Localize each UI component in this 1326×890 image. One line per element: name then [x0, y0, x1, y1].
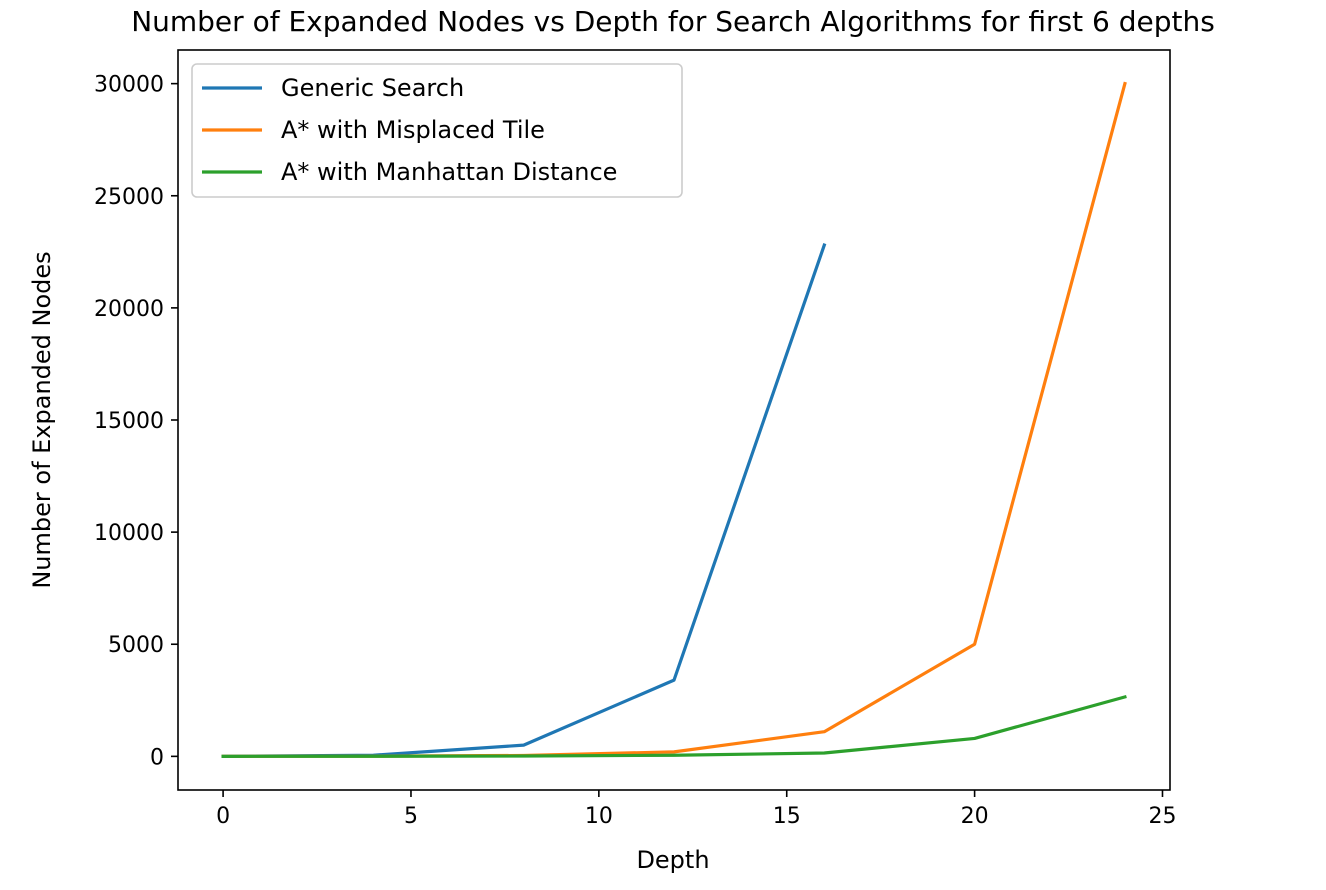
legend-label: A* with Misplaced Tile	[281, 116, 545, 144]
legend-label: A* with Manhattan Distance	[281, 158, 617, 186]
chart-title: Number of Expanded Nodes vs Depth for Se…	[131, 5, 1215, 38]
x-tick-label: 0	[216, 804, 230, 829]
x-tick-label: 10	[585, 804, 613, 829]
y-tick-label: 30000	[94, 73, 164, 98]
x-axis-label: Depth	[636, 846, 709, 874]
y-tick-label: 10000	[94, 521, 164, 546]
y-tick-label: 5000	[108, 633, 164, 658]
series-line-a-with-manhattan-distance	[221, 694, 1127, 758]
legend-box	[191, 63, 683, 198]
y-tick-label: 0	[150, 745, 164, 770]
x-tick-label: 15	[773, 804, 801, 829]
y-tick-label: 15000	[94, 409, 164, 434]
x-tick-label: 20	[961, 804, 989, 829]
x-tick-label: 5	[404, 804, 418, 829]
y-axis-label: Number of Expanded Nodes	[28, 251, 56, 588]
y-tick-label: 20000	[94, 297, 164, 322]
legend-label: Generic Search	[281, 74, 464, 102]
x-tick-label: 25	[1148, 804, 1176, 829]
y-tick-label: 25000	[94, 185, 164, 210]
